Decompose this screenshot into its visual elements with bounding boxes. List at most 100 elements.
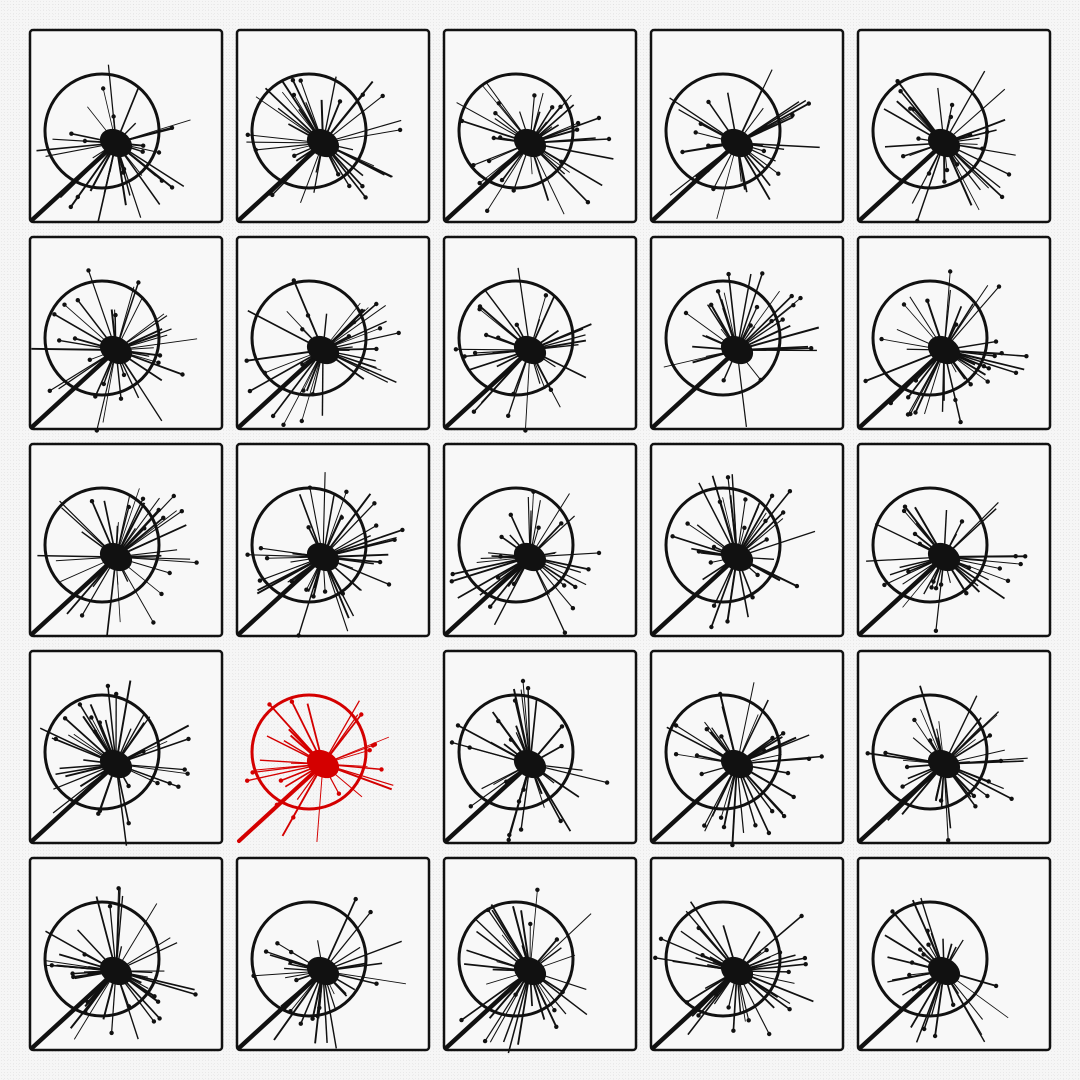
seed-center xyxy=(720,335,754,365)
tile[interactable] xyxy=(649,649,845,848)
tile[interactable] xyxy=(28,649,224,846)
seed-tip xyxy=(257,578,263,583)
seed-tip xyxy=(684,1000,689,1005)
seed-tip xyxy=(93,394,98,399)
tile[interactable] xyxy=(442,649,638,845)
seed-tip xyxy=(673,752,679,757)
seed-tip xyxy=(493,111,498,116)
tile[interactable] xyxy=(649,28,845,224)
tile[interactable] xyxy=(235,442,431,638)
seed-tip xyxy=(721,824,727,830)
seed-tip xyxy=(670,534,675,539)
tile[interactable] xyxy=(28,235,224,433)
seed-ray xyxy=(322,80,374,144)
seed-tip xyxy=(694,753,700,758)
seed-ray xyxy=(886,763,945,821)
seed-tip xyxy=(71,974,76,980)
seedhead-outline xyxy=(457,900,575,1018)
seed-tip xyxy=(508,737,514,742)
seed-tip xyxy=(477,180,482,186)
seed-tip xyxy=(986,779,991,784)
tile[interactable] xyxy=(649,235,845,431)
seed-tip xyxy=(169,185,175,190)
seed-tip xyxy=(377,326,383,331)
seed-tip xyxy=(167,570,172,576)
seed-ray xyxy=(736,682,755,765)
seed-tip xyxy=(932,1033,938,1039)
seed-tip xyxy=(799,913,804,919)
seed-tip xyxy=(879,336,884,342)
tile[interactable] xyxy=(442,28,638,224)
seed-ray xyxy=(249,349,324,392)
seed-tip xyxy=(554,1024,559,1030)
dandelion-seedhead-icon xyxy=(29,886,198,1051)
tile[interactable] xyxy=(856,649,1052,845)
dandelion-seedhead-icon xyxy=(443,486,602,637)
dandelion-seedhead-icon xyxy=(236,896,406,1051)
dandelion-seedhead-icon xyxy=(857,685,1028,844)
tile[interactable] xyxy=(235,28,431,224)
tile[interactable] xyxy=(856,235,1052,431)
tile[interactable] xyxy=(856,28,1052,224)
seed-tip xyxy=(1018,561,1023,567)
dandelion-seedhead-icon xyxy=(650,271,820,430)
seed-center xyxy=(720,749,754,779)
tile[interactable] xyxy=(442,235,638,433)
seed-tip xyxy=(291,92,297,98)
seed-tip xyxy=(70,971,75,976)
seed-ray xyxy=(115,680,132,765)
seed-tip xyxy=(559,724,565,729)
tile[interactable] xyxy=(235,235,431,431)
seed-tip xyxy=(906,395,911,400)
seed-tip xyxy=(47,388,52,393)
seed-tip xyxy=(156,507,161,513)
seed-tip xyxy=(798,295,803,301)
seed-tip xyxy=(289,949,294,955)
seed-tip xyxy=(486,158,492,164)
seed-tip xyxy=(97,720,103,725)
tile[interactable] xyxy=(442,856,638,1054)
seed-tip xyxy=(105,683,111,689)
seed-tip xyxy=(915,218,920,224)
seed-tip xyxy=(725,619,730,624)
seed-tip xyxy=(718,815,724,820)
seed-tip xyxy=(185,771,190,776)
seed-tip xyxy=(693,130,698,135)
seed-ray xyxy=(70,142,117,208)
seedhead-outline xyxy=(664,693,782,811)
tile[interactable] xyxy=(442,442,638,638)
seed-tip xyxy=(400,527,405,533)
seed-tip xyxy=(901,302,907,307)
seed-tip xyxy=(462,354,467,359)
tile[interactable] xyxy=(649,442,845,638)
seed-tip xyxy=(499,177,505,183)
dandelion-seedhead-icon xyxy=(443,887,592,1054)
dandelion-seedhead-icon xyxy=(237,693,394,843)
tile[interactable] xyxy=(856,442,1052,638)
seed-tip xyxy=(155,999,161,1004)
tile[interactable] xyxy=(28,856,224,1052)
seed-ray xyxy=(687,970,738,1036)
seed-tip xyxy=(244,358,249,363)
seed-tip xyxy=(912,531,918,537)
seed-tip xyxy=(570,606,576,611)
seed-tip xyxy=(468,804,473,809)
seed-tip xyxy=(946,838,951,843)
tile[interactable] xyxy=(856,856,1052,1052)
odd-tile[interactable] xyxy=(237,651,429,843)
seed-tip xyxy=(658,936,664,941)
seed-tip xyxy=(141,143,146,148)
seed-tip xyxy=(926,942,931,947)
seed-tip xyxy=(306,525,311,530)
seed-tip xyxy=(902,504,908,509)
tile[interactable] xyxy=(235,856,431,1052)
seed-tip xyxy=(253,147,258,153)
seed-center xyxy=(927,335,961,365)
seed-tip xyxy=(374,346,379,352)
tile[interactable] xyxy=(28,442,224,638)
seed-tip xyxy=(917,984,922,989)
tile[interactable] xyxy=(649,856,845,1052)
seed-tip xyxy=(379,767,384,772)
tile[interactable] xyxy=(28,28,224,224)
seed-tip xyxy=(696,1013,701,1018)
